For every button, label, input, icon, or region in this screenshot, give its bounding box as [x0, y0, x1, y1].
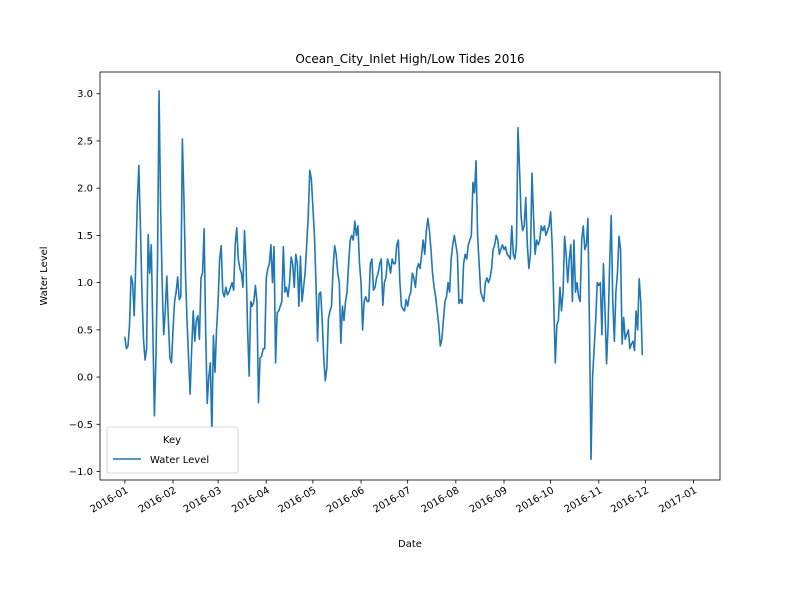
- y-tick-label: 0.5: [77, 325, 93, 336]
- plot-frame: [99, 71, 721, 481]
- y-tick-label: 2.5: [77, 136, 93, 147]
- y-axis-ticks: −1.0 −0.5 0.0 0.5 1.0 1.5 2.0 2.5 3.0: [69, 89, 100, 478]
- chart-title: Ocean_City_Inlet High/Low Tides 2016: [295, 52, 524, 66]
- legend-entry-water-level: Water Level: [150, 455, 209, 466]
- legend: Key Water Level: [106, 426, 239, 474]
- x-axis-label: Date: [398, 539, 422, 550]
- y-tick-label: 1.5: [77, 231, 93, 242]
- plot-area: [124, 90, 644, 461]
- y-tick-label: 1.0: [77, 278, 93, 289]
- y-tick-label: 0.0: [77, 373, 93, 384]
- series-line-water-level: [124, 90, 644, 461]
- y-tick-label: −1.0: [69, 467, 93, 478]
- y-axis-label: Water Level: [39, 246, 50, 305]
- legend-title: Key: [163, 435, 181, 446]
- y-tick-label: 3.0: [77, 89, 93, 100]
- y-tick-label: 2.0: [77, 184, 93, 195]
- legend-frame: [106, 426, 239, 474]
- y-tick-label: −0.5: [69, 420, 93, 431]
